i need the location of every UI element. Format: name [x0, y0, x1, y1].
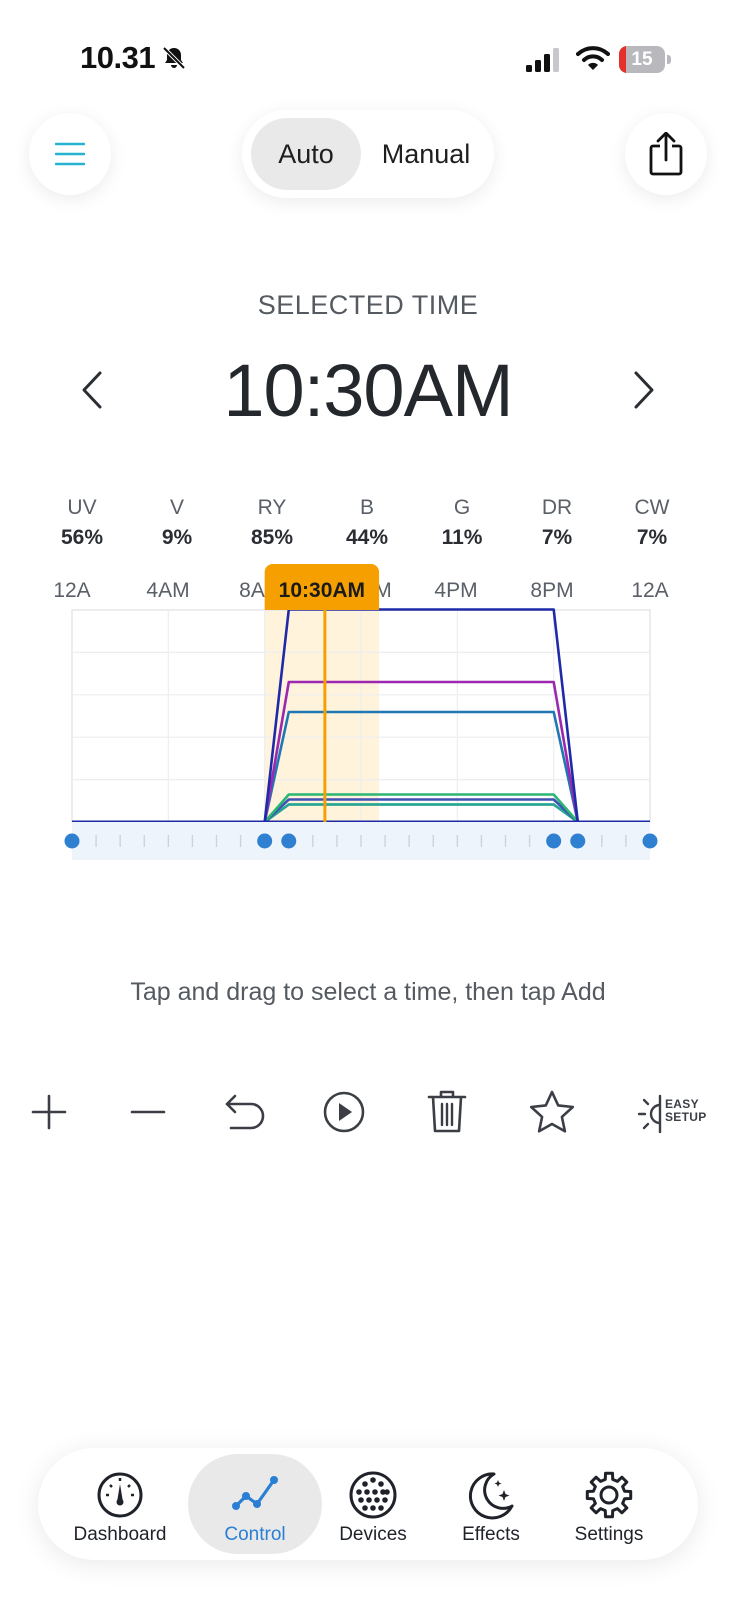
- keyframe-dot: [64, 833, 80, 849]
- selected-time-pill: [264, 564, 380, 610]
- channel-name: G: [453, 496, 471, 519]
- delete-button[interactable]: [417, 1082, 477, 1142]
- channel-name: RY: [257, 496, 287, 519]
- mode-manual-option[interactable]: Manual: [381, 139, 471, 169]
- channel-dr: DR 7%: [512, 496, 602, 550]
- nav-effects[interactable]: Effects: [438, 1454, 544, 1554]
- channel-name: V: [169, 496, 184, 519]
- x-tick-label: 8PM: [530, 579, 573, 602]
- next-time-button[interactable]: [622, 365, 666, 415]
- gear-icon: [585, 1471, 633, 1519]
- nav-dashboard[interactable]: Dashboard: [64, 1454, 176, 1554]
- keyframe-dot: [570, 833, 586, 849]
- line-chart-icon: [232, 1476, 278, 1510]
- channel-ry: RY 85%: [227, 496, 317, 550]
- channel-value: 44%: [345, 526, 389, 549]
- previous-time-button[interactable]: [70, 365, 114, 415]
- led-grid-icon: [349, 1471, 397, 1519]
- minus-icon: [130, 1110, 166, 1114]
- channel-value: 7%: [636, 526, 668, 549]
- hamburger-icon: [55, 142, 85, 166]
- channel-b: B 44%: [322, 496, 412, 550]
- bell-muted-icon: [162, 46, 186, 70]
- nav-devices[interactable]: Devices: [320, 1454, 426, 1554]
- selected-time-label: SELECTED TIME: [257, 290, 479, 320]
- channel-name: UV: [67, 496, 97, 519]
- plus-icon: [31, 1094, 67, 1130]
- hint-text: Tap and drag to select a time, then tap …: [130, 978, 606, 1006]
- wifi-icon: [576, 46, 610, 70]
- share-button[interactable]: [625, 113, 707, 195]
- moon-stars-icon: [469, 1472, 514, 1520]
- battery-level: 15: [631, 49, 653, 70]
- channel-value: 7%: [541, 526, 573, 549]
- mode-toggle: Auto Manual: [242, 110, 494, 198]
- chevron-left-icon: [82, 371, 102, 409]
- channel-cw: CW 7%: [607, 496, 697, 550]
- x-tick-label: 8A: [239, 579, 265, 602]
- trash-icon: [427, 1090, 467, 1133]
- status-time: 10.31: [80, 40, 156, 75]
- mode-auto-option[interactable]: Auto: [251, 118, 361, 190]
- channel-value: 85%: [250, 526, 294, 549]
- keyframe-dot: [546, 833, 562, 849]
- play-circle-icon: [323, 1091, 365, 1133]
- cellular-signal-icon: [526, 48, 559, 72]
- x-tick-label: 12A: [631, 579, 668, 602]
- channel-value: 9%: [161, 526, 193, 549]
- share-icon: [649, 132, 683, 176]
- channel-v: V 9%: [132, 496, 222, 550]
- nav-control[interactable]: Control: [188, 1454, 322, 1554]
- menu-button[interactable]: [29, 113, 111, 195]
- selected-time-value: 10:30AM: [223, 349, 513, 432]
- play-preview-button[interactable]: [314, 1082, 374, 1142]
- x-tick-label: 12A: [53, 579, 90, 602]
- nav-label: Settings: [574, 1524, 644, 1545]
- nav-label: Dashboard: [73, 1524, 167, 1545]
- sun-icon: [637, 1094, 662, 1134]
- bottom-navigation: Dashboard Control Devices Effects Settin…: [38, 1448, 698, 1560]
- x-tick-label: 4AM: [146, 579, 189, 602]
- status-bar: 10.31 15: [0, 0, 736, 100]
- undo-button[interactable]: [215, 1082, 275, 1142]
- channel-value: 11%: [441, 526, 483, 549]
- channel-name: CW: [634, 496, 670, 519]
- selected-time-pill-label: 10:30AM: [279, 579, 365, 602]
- nav-label: Control: [224, 1524, 286, 1545]
- channel-value: 56%: [60, 526, 104, 549]
- gauge-icon: [97, 1472, 143, 1518]
- keyframe-dot: [257, 833, 273, 849]
- chevron-right-icon: [634, 371, 654, 409]
- easy-setup-button[interactable]: EASY SETUP: [636, 1094, 716, 1134]
- keyframe-dot: [642, 833, 658, 849]
- nav-label: Effects: [462, 1524, 520, 1545]
- x-tick-label: 4PM: [434, 579, 477, 602]
- remove-point-button[interactable]: [118, 1082, 178, 1142]
- battery-indicator: 15: [619, 46, 671, 73]
- channel-name: B: [359, 496, 374, 519]
- easy-setup-label: EASY SETUP: [665, 1097, 707, 1124]
- favorite-button[interactable]: [522, 1082, 582, 1142]
- keyframe-dot: [281, 833, 297, 849]
- add-point-button[interactable]: [19, 1082, 79, 1142]
- undo-icon: [225, 1094, 265, 1130]
- channel-g: G 11%: [417, 496, 507, 550]
- channel-name: DR: [541, 496, 573, 519]
- channel-uv: UV 56%: [37, 496, 127, 550]
- nav-label: Devices: [339, 1524, 407, 1545]
- nav-settings[interactable]: Settings: [554, 1454, 664, 1554]
- star-icon: [529, 1090, 575, 1133]
